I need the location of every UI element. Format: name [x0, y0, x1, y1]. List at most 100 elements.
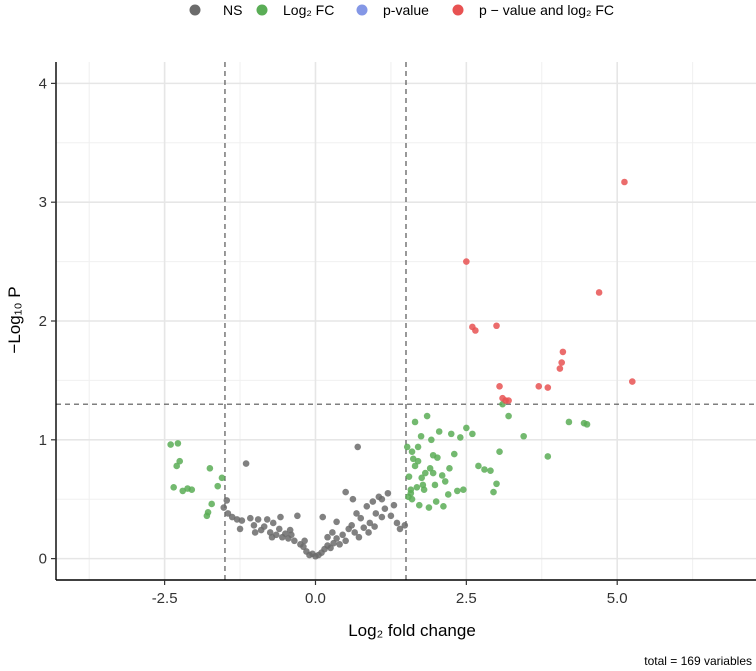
- data-point: [429, 469, 437, 477]
- caption: total = 169 variables: [644, 654, 752, 668]
- data-point: [425, 504, 433, 511]
- data-points: [167, 178, 636, 560]
- legend: NS Log₂ FC p-value p − value and log₂ FC: [189, 2, 614, 18]
- data-point: [363, 503, 371, 510]
- data-point: [401, 522, 409, 529]
- data-point: [426, 465, 434, 472]
- legend-key: [356, 4, 368, 16]
- x-axis-title: Log₂ fold change: [348, 621, 476, 640]
- data-point: [423, 412, 431, 420]
- legend-label: Log₂ FC: [283, 2, 334, 18]
- y-tick-label: 3: [39, 194, 47, 211]
- data-point: [223, 497, 231, 504]
- data-point: [411, 462, 419, 470]
- x-tick-label: 0.0: [305, 590, 326, 607]
- y-axis-title: −Log₁₀ P: [5, 286, 24, 353]
- data-point: [435, 428, 443, 435]
- data-point: [422, 469, 429, 477]
- data-point: [505, 412, 512, 420]
- data-point: [432, 498, 440, 505]
- data-point: [170, 484, 177, 491]
- y-tick-label: 2: [39, 313, 47, 330]
- data-point: [450, 450, 458, 458]
- y-axis-ticks: 0 1 2 3 4: [39, 75, 56, 568]
- data-point: [414, 443, 422, 451]
- data-point: [556, 365, 564, 372]
- data-point: [475, 462, 482, 470]
- data-point: [408, 495, 416, 503]
- data-point: [444, 491, 452, 498]
- data-point: [366, 519, 374, 527]
- data-point: [167, 441, 174, 448]
- data-point: [413, 484, 421, 491]
- data-point: [453, 487, 461, 495]
- data-point: [469, 430, 476, 438]
- x-tick-label: 5.0: [607, 590, 628, 607]
- data-point: [173, 462, 180, 470]
- data-point: [440, 503, 447, 510]
- data-point: [496, 383, 503, 390]
- data-point: [348, 522, 355, 529]
- data-point: [490, 488, 497, 496]
- data-point: [390, 501, 398, 509]
- data-point: [236, 525, 244, 533]
- data-point: [520, 432, 527, 440]
- data-point: [214, 482, 222, 490]
- data-point: [378, 513, 386, 521]
- data-point: [242, 460, 250, 467]
- data-point: [218, 474, 226, 482]
- data-point: [333, 518, 340, 526]
- data-point: [396, 525, 404, 533]
- data-point: [282, 530, 289, 537]
- data-point: [463, 258, 470, 265]
- data-point: [565, 418, 573, 426]
- data-point: [387, 512, 395, 520]
- data-point: [329, 529, 336, 536]
- x-tick-label: -2.5: [152, 590, 178, 607]
- y-tick-label: 0: [39, 551, 47, 568]
- data-point: [447, 430, 455, 438]
- data-point: [327, 544, 334, 552]
- legend-key: [452, 4, 464, 16]
- data-point: [268, 533, 276, 541]
- data-point: [291, 537, 298, 545]
- data-point: [559, 348, 567, 356]
- data-point: [354, 443, 362, 451]
- data-point: [558, 359, 565, 366]
- data-point: [342, 488, 349, 496]
- data-point: [324, 533, 331, 541]
- data-point: [349, 495, 357, 503]
- data-point: [351, 529, 359, 536]
- data-point: [544, 453, 552, 460]
- data-point: [286, 526, 294, 534]
- data-point: [263, 516, 271, 523]
- data-point: [418, 474, 425, 482]
- data-point: [481, 466, 488, 473]
- legend-label: NS: [223, 2, 242, 18]
- data-point: [403, 443, 411, 451]
- data-point: [414, 457, 422, 465]
- data-point: [431, 481, 439, 489]
- data-point: [369, 498, 377, 505]
- x-axis-ticks: -2.5 0.0 2.5 5.0: [152, 580, 628, 607]
- data-point: [176, 457, 184, 465]
- data-point: [487, 467, 494, 474]
- legend-key: [256, 4, 268, 16]
- data-point: [360, 524, 368, 532]
- data-point: [460, 486, 467, 494]
- data-point: [428, 436, 435, 444]
- data-point: [415, 501, 423, 509]
- data-point: [203, 512, 211, 520]
- legend-key: [189, 4, 201, 16]
- data-point: [188, 486, 196, 494]
- data-point: [371, 523, 378, 530]
- data-point: [336, 541, 343, 548]
- data-point: [493, 480, 500, 488]
- data-point: [208, 500, 215, 508]
- data-point: [260, 523, 268, 530]
- data-point: [254, 516, 262, 523]
- data-point: [417, 432, 425, 440]
- legend-label: p-value: [383, 2, 429, 18]
- data-point: [275, 525, 283, 533]
- data-point: [407, 486, 415, 494]
